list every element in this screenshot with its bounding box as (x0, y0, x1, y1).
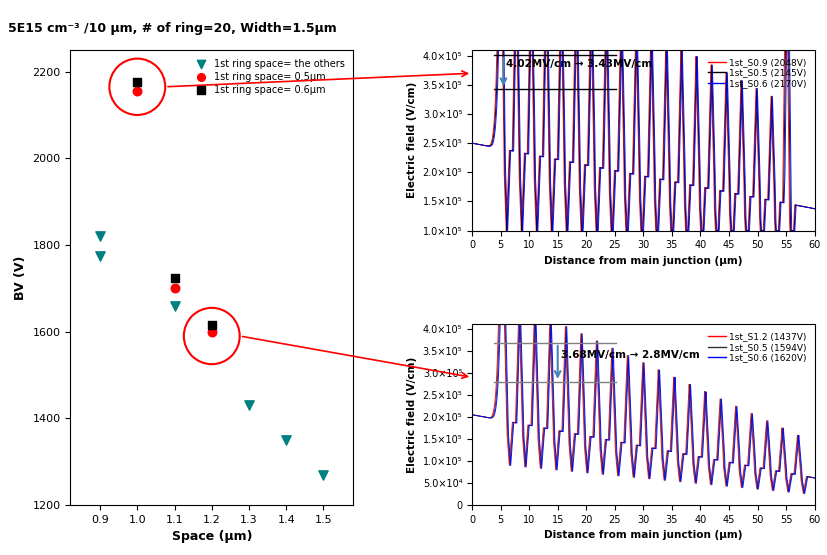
1st ring space= the others (93, 251, 107, 260)
1st ring space= the others (242, 401, 256, 410)
1st ring space= 0.6μm (205, 321, 218, 330)
1st ring space= the others (317, 470, 330, 479)
1st ring space= 0.5μm (131, 87, 144, 95)
X-axis label: Distance from main junction (μm): Distance from main junction (μm) (544, 531, 743, 541)
1st ring space= the others (280, 436, 293, 445)
Legend: 1st_S0.9 (2048V), 1st_S0.5 (2145V), 1st_S0.6 (2170V): 1st_S0.9 (2048V), 1st_S0.5 (2145V), 1st_… (705, 54, 810, 92)
Legend: 1st ring space= the others, 1st ring space= 0.5μm, 1st ring space= 0.6μm: 1st ring space= the others, 1st ring spa… (188, 55, 348, 98)
X-axis label: Space (μm): Space (μm) (171, 531, 252, 543)
Text: 5E15 cm⁻³ /10 μm, # of ring=20, Width=1.5μm: 5E15 cm⁻³ /10 μm, # of ring=20, Width=1.… (8, 22, 337, 35)
Y-axis label: BV (V): BV (V) (14, 255, 26, 300)
1st ring space= the others (168, 301, 181, 310)
Legend: 1st_S1.2 (1437V), 1st_S0.5 (1594V), 1st_S0.6 (1620V): 1st_S1.2 (1437V), 1st_S0.5 (1594V), 1st_… (705, 329, 810, 366)
Y-axis label: Electric field (V/cm): Electric field (V/cm) (407, 82, 417, 198)
1st ring space= the others (93, 232, 107, 241)
Y-axis label: Electric field (V/cm): Electric field (V/cm) (407, 357, 417, 473)
Text: 3.68MV/cm → 2.8MV/cm: 3.68MV/cm → 2.8MV/cm (561, 350, 700, 360)
1st ring space= 0.6μm (168, 273, 181, 282)
X-axis label: Distance from main junction (μm): Distance from main junction (μm) (544, 256, 743, 266)
1st ring space= 0.6μm (131, 78, 144, 87)
1st ring space= 0.5μm (168, 284, 181, 293)
Text: 4.02MV/cm → 3.43MV/cm: 4.02MV/cm → 3.43MV/cm (506, 59, 653, 69)
1st ring space= 0.5μm (205, 327, 218, 336)
